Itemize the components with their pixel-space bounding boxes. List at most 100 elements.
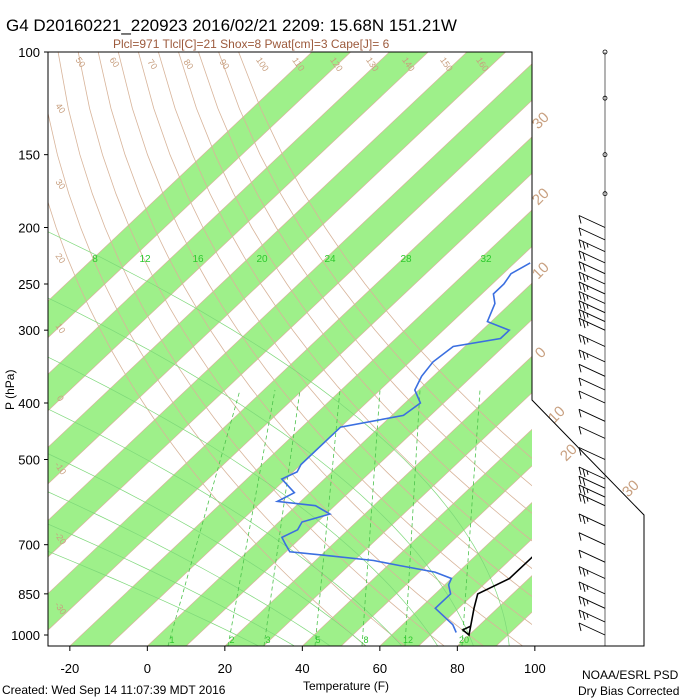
x-tick-label: 0 <box>144 661 151 676</box>
dry-adiabat-label: 80 <box>181 57 195 71</box>
barb-flag <box>578 484 582 494</box>
barb-flag <box>582 311 586 320</box>
wind-barb <box>578 513 606 527</box>
dry-adiabat <box>158 52 532 570</box>
barb-flag <box>582 241 586 250</box>
dry-adiabat-label: 60 <box>107 55 121 69</box>
barb-staff <box>578 349 606 363</box>
moist-adiabat <box>48 453 367 646</box>
isotherm-band <box>48 52 429 411</box>
barb-staff <box>578 250 606 264</box>
mixing-ratio-label: 32 <box>480 254 492 265</box>
calm-wind-marker <box>602 95 608 101</box>
isotherm-line <box>108 246 532 646</box>
barb-flag <box>578 596 582 605</box>
dry-bias-note: Dry Bias Corrected <box>578 684 679 698</box>
wind-barb <box>578 377 606 391</box>
barb-half-flag <box>586 338 589 343</box>
barb-half-flag <box>586 322 589 327</box>
barb-flag <box>578 377 582 387</box>
mixing-ratio-label: 1 <box>169 635 174 645</box>
barb-flag <box>578 550 582 559</box>
y-axis-label: P (hPa) <box>3 370 17 410</box>
barb-flag <box>582 611 586 621</box>
wind-barb <box>578 309 606 322</box>
barb-flag <box>578 409 582 418</box>
barb-staff <box>578 408 606 422</box>
wind-barb <box>578 239 606 253</box>
barb-staff <box>578 261 606 275</box>
dry-adiabat-label: 70 <box>145 57 159 71</box>
mixing-ratio-line <box>227 389 276 646</box>
barb-flag <box>578 300 582 309</box>
temperature-line <box>461 556 532 637</box>
dewpoint-line <box>274 262 531 633</box>
moist-adiabat-label: 40 <box>53 101 67 115</box>
dry-adiabat <box>198 52 532 514</box>
barb-flag <box>578 309 582 318</box>
barb-flag <box>578 261 582 270</box>
y-tick-label: 300 <box>18 323 40 338</box>
wind-barb <box>578 425 606 439</box>
isotherm-line <box>48 52 507 485</box>
moist-adiabat-label: 20 <box>557 441 581 465</box>
isotherm-line <box>570 39 700 650</box>
barb-flag <box>582 568 586 577</box>
wind-barb <box>578 493 606 507</box>
y-tick-label: 1000 <box>11 628 40 643</box>
moist-adiabat-label: 30 <box>619 477 643 501</box>
isotherm-band <box>48 63 532 557</box>
y-tick-label: 500 <box>18 452 40 467</box>
mixing-ratio-label: 2 <box>229 635 234 645</box>
mixing-ratio-label: 20 <box>459 635 469 645</box>
barb-flag <box>582 351 586 360</box>
y-tick-label: 700 <box>18 538 40 553</box>
moist-adiabat <box>48 408 403 646</box>
moist-adiabat <box>48 523 296 646</box>
barb-flag <box>578 291 582 300</box>
barb-staff <box>578 447 606 460</box>
isotherm-line <box>48 172 532 631</box>
barb-flag <box>582 263 586 272</box>
barb-half-flag <box>586 243 589 248</box>
barb-staff <box>578 281 606 295</box>
barb-flag <box>582 252 586 261</box>
barb-flag <box>578 493 582 502</box>
calm-wind-marker <box>602 152 608 158</box>
y-tick-label: 100 <box>18 45 40 60</box>
isotherm-line <box>185 319 532 646</box>
barb-staff <box>578 549 606 563</box>
x-tick-label: 100 <box>524 661 546 676</box>
wind-barb <box>578 363 606 377</box>
barb-flag <box>578 532 582 541</box>
isotherm-band <box>608 39 700 650</box>
barb-flag <box>582 293 586 302</box>
isotherm-band <box>224 356 532 646</box>
isotherm-line <box>48 52 468 448</box>
isotherm-line <box>263 392 532 646</box>
isotherm-line <box>48 52 429 412</box>
barb-flag <box>578 271 582 281</box>
barb-staff <box>578 595 606 609</box>
barb-staff <box>578 377 606 391</box>
chart-title: G4 D20160221_220923 2016/02/21 2209: 15.… <box>6 16 457 35</box>
wind-barb <box>578 622 606 636</box>
barb-flag <box>578 227 582 236</box>
moist-adiabat-label: 0 <box>55 393 66 403</box>
mixing-ratio-line <box>263 389 301 646</box>
y-tick-label: 250 <box>18 277 40 292</box>
isotherm-line <box>340 465 532 646</box>
wind-barb <box>578 447 606 460</box>
x-axis-label: Temperature (F) <box>303 679 389 693</box>
barb-staff <box>578 513 606 527</box>
barb-flag <box>578 215 582 224</box>
wind-barb <box>578 300 606 314</box>
x-tick-label: 80 <box>450 661 464 676</box>
barb-half-flag <box>586 570 589 575</box>
wind-barb <box>578 408 606 422</box>
wind-barb <box>578 475 606 489</box>
mixing-ratio-label: 16 <box>192 254 204 265</box>
isotherm-line <box>608 39 700 650</box>
isotherm-line <box>48 52 313 302</box>
isotherm-line <box>418 538 532 646</box>
